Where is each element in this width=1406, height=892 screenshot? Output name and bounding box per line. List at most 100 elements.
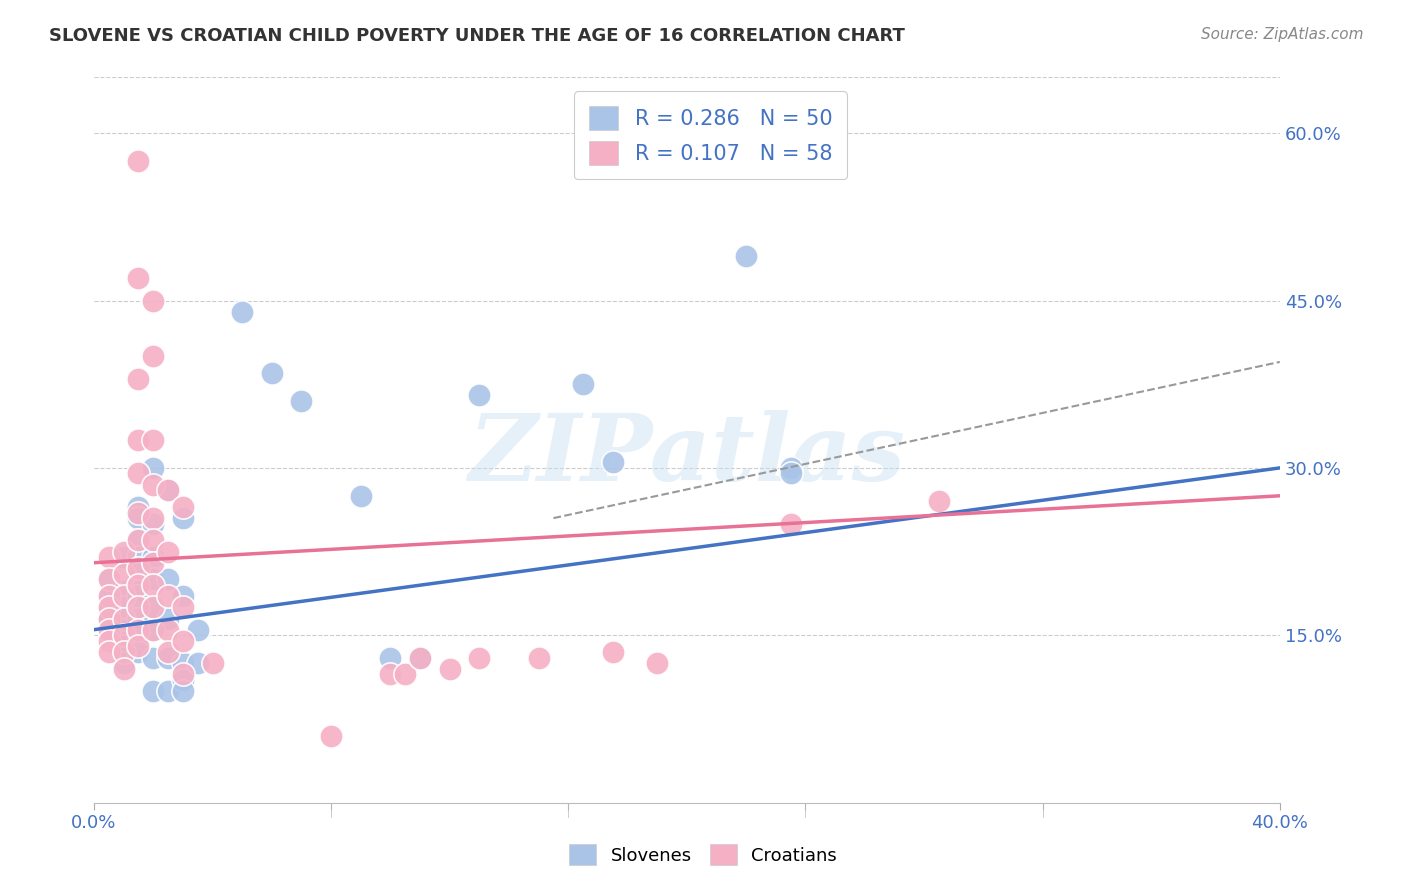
Text: Source: ZipAtlas.com: Source: ZipAtlas.com	[1201, 27, 1364, 42]
Legend: R = 0.286   N = 50, R = 0.107   N = 58: R = 0.286 N = 50, R = 0.107 N = 58	[574, 92, 846, 179]
Point	[112, 589, 135, 603]
Point	[172, 500, 194, 514]
Point	[112, 550, 135, 565]
Text: ZIPatlas: ZIPatlas	[468, 409, 905, 500]
Point	[112, 645, 135, 659]
Point	[112, 566, 135, 581]
Text: SLOVENE VS CROATIAN CHILD POVERTY UNDER THE AGE OF 16 CORRELATION CHART: SLOVENE VS CROATIAN CHILD POVERTY UNDER …	[49, 27, 905, 45]
Point	[127, 561, 149, 575]
Point	[157, 611, 180, 625]
Point	[157, 650, 180, 665]
Point	[127, 628, 149, 642]
Point	[157, 573, 180, 587]
Point	[142, 623, 165, 637]
Point	[127, 623, 149, 637]
Point	[172, 673, 194, 687]
Point	[602, 645, 624, 659]
Point	[142, 600, 165, 615]
Point	[127, 433, 149, 447]
Point	[127, 511, 149, 525]
Point	[97, 573, 120, 587]
Point	[172, 600, 194, 615]
Point	[127, 154, 149, 169]
Point	[112, 628, 135, 642]
Point	[394, 667, 416, 681]
Point	[645, 656, 668, 670]
Point	[157, 483, 180, 498]
Point	[97, 589, 120, 603]
Point	[172, 511, 194, 525]
Point	[142, 556, 165, 570]
Point	[157, 544, 180, 558]
Point	[127, 589, 149, 603]
Point	[127, 550, 149, 565]
Point	[112, 662, 135, 676]
Point	[142, 511, 165, 525]
Point	[527, 650, 550, 665]
Point	[112, 611, 135, 625]
Point	[112, 600, 135, 615]
Point	[142, 533, 165, 548]
Point	[172, 667, 194, 681]
Point	[468, 650, 491, 665]
Point	[97, 611, 120, 625]
Point	[97, 589, 120, 603]
Point	[172, 633, 194, 648]
Point	[142, 477, 165, 491]
Point	[157, 483, 180, 498]
Point	[157, 684, 180, 698]
Point	[142, 433, 165, 447]
Point	[112, 544, 135, 558]
Point	[112, 583, 135, 598]
Point	[112, 656, 135, 670]
Point	[112, 640, 135, 654]
Point	[157, 645, 180, 659]
Point	[142, 684, 165, 698]
Point	[260, 366, 283, 380]
Point	[142, 650, 165, 665]
Point	[380, 667, 402, 681]
Point	[572, 377, 595, 392]
Point	[97, 600, 120, 615]
Point	[97, 600, 120, 615]
Point	[127, 533, 149, 548]
Point	[127, 578, 149, 592]
Point	[142, 573, 165, 587]
Point	[127, 566, 149, 581]
Point	[187, 623, 209, 637]
Point	[172, 589, 194, 603]
Point	[97, 645, 120, 659]
Point	[142, 600, 165, 615]
Point	[779, 516, 801, 531]
Point	[127, 506, 149, 520]
Point	[97, 573, 120, 587]
Point	[127, 467, 149, 481]
Point	[127, 500, 149, 514]
Point	[172, 684, 194, 698]
Point	[231, 304, 253, 318]
Point	[172, 656, 194, 670]
Point	[290, 394, 312, 409]
Point	[409, 650, 432, 665]
Point	[97, 550, 120, 565]
Point	[779, 461, 801, 475]
Point	[409, 650, 432, 665]
Point	[142, 461, 165, 475]
Point	[142, 293, 165, 308]
Point	[439, 662, 461, 676]
Point	[127, 611, 149, 625]
Point	[350, 489, 373, 503]
Point	[142, 516, 165, 531]
Point	[735, 249, 758, 263]
Point	[142, 550, 165, 565]
Point	[127, 271, 149, 285]
Legend: Slovenes, Croatians: Slovenes, Croatians	[560, 835, 846, 874]
Point	[779, 467, 801, 481]
Point	[142, 623, 165, 637]
Point	[142, 578, 165, 592]
Point	[127, 600, 149, 615]
Point	[127, 372, 149, 386]
Point	[127, 533, 149, 548]
Point	[142, 349, 165, 363]
Point	[127, 645, 149, 659]
